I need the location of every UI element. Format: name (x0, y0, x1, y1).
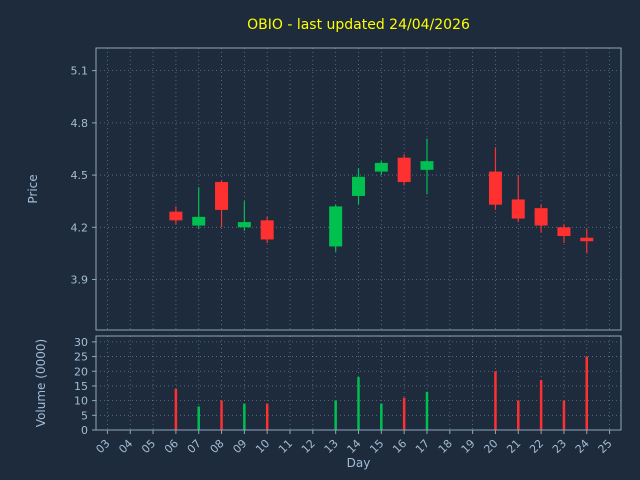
price-ytick-label: 4.5 (71, 169, 89, 182)
volume-bar (265, 403, 269, 430)
price-ytick-label: 4.2 (71, 221, 89, 234)
volume-bar (334, 400, 337, 430)
candle-body (352, 176, 365, 196)
volume-bar (562, 400, 566, 430)
volume-bar (425, 391, 429, 430)
volume-ytick-label: 0 (81, 424, 88, 437)
price-axes-frame (95, 47, 622, 331)
price-ytick-label: 5.1 (71, 65, 89, 78)
volume-bar (197, 406, 200, 430)
volume-bar (357, 377, 360, 430)
candle-body (237, 222, 251, 228)
volume-ytick-label: 10 (74, 395, 88, 408)
volume-bar (585, 356, 589, 430)
volume-bar (494, 371, 497, 430)
candle-body (260, 220, 274, 240)
candle-body (488, 171, 502, 205)
candle-body (215, 182, 229, 210)
price-ytick-label: 4.8 (71, 117, 89, 130)
candle-body (374, 162, 388, 172)
volume-ytick-label: 20 (74, 365, 88, 378)
price-ytick-label: 3.9 (71, 274, 89, 287)
candle-body (397, 157, 411, 183)
volume-bar (243, 403, 246, 430)
volume-bar (174, 388, 178, 430)
x-axis-label: Day (347, 456, 371, 470)
candle-body (169, 211, 183, 221)
volume-bar (517, 400, 520, 430)
candle-body (192, 216, 206, 226)
volume-axis-label: Volume (0000) (34, 339, 48, 427)
candle-body (580, 237, 594, 242)
candle-body (534, 208, 548, 226)
candle-body (511, 199, 525, 219)
volume-ytick-label: 30 (74, 336, 88, 349)
volume-ytick-label: 25 (74, 351, 88, 364)
price-axis-label: Price (26, 174, 40, 203)
candle-body (420, 161, 434, 170)
volume-bar (380, 403, 383, 430)
volume-bar (402, 397, 406, 430)
volume-ytick-label: 15 (74, 380, 88, 393)
volume-bar (220, 400, 223, 430)
chart-title: OBIO - last updated 24/04/2026 (247, 17, 470, 33)
volume-ytick-label: 5 (81, 409, 88, 422)
candle-body (557, 227, 571, 236)
volume-bar (539, 380, 543, 430)
candle-body (329, 206, 343, 247)
